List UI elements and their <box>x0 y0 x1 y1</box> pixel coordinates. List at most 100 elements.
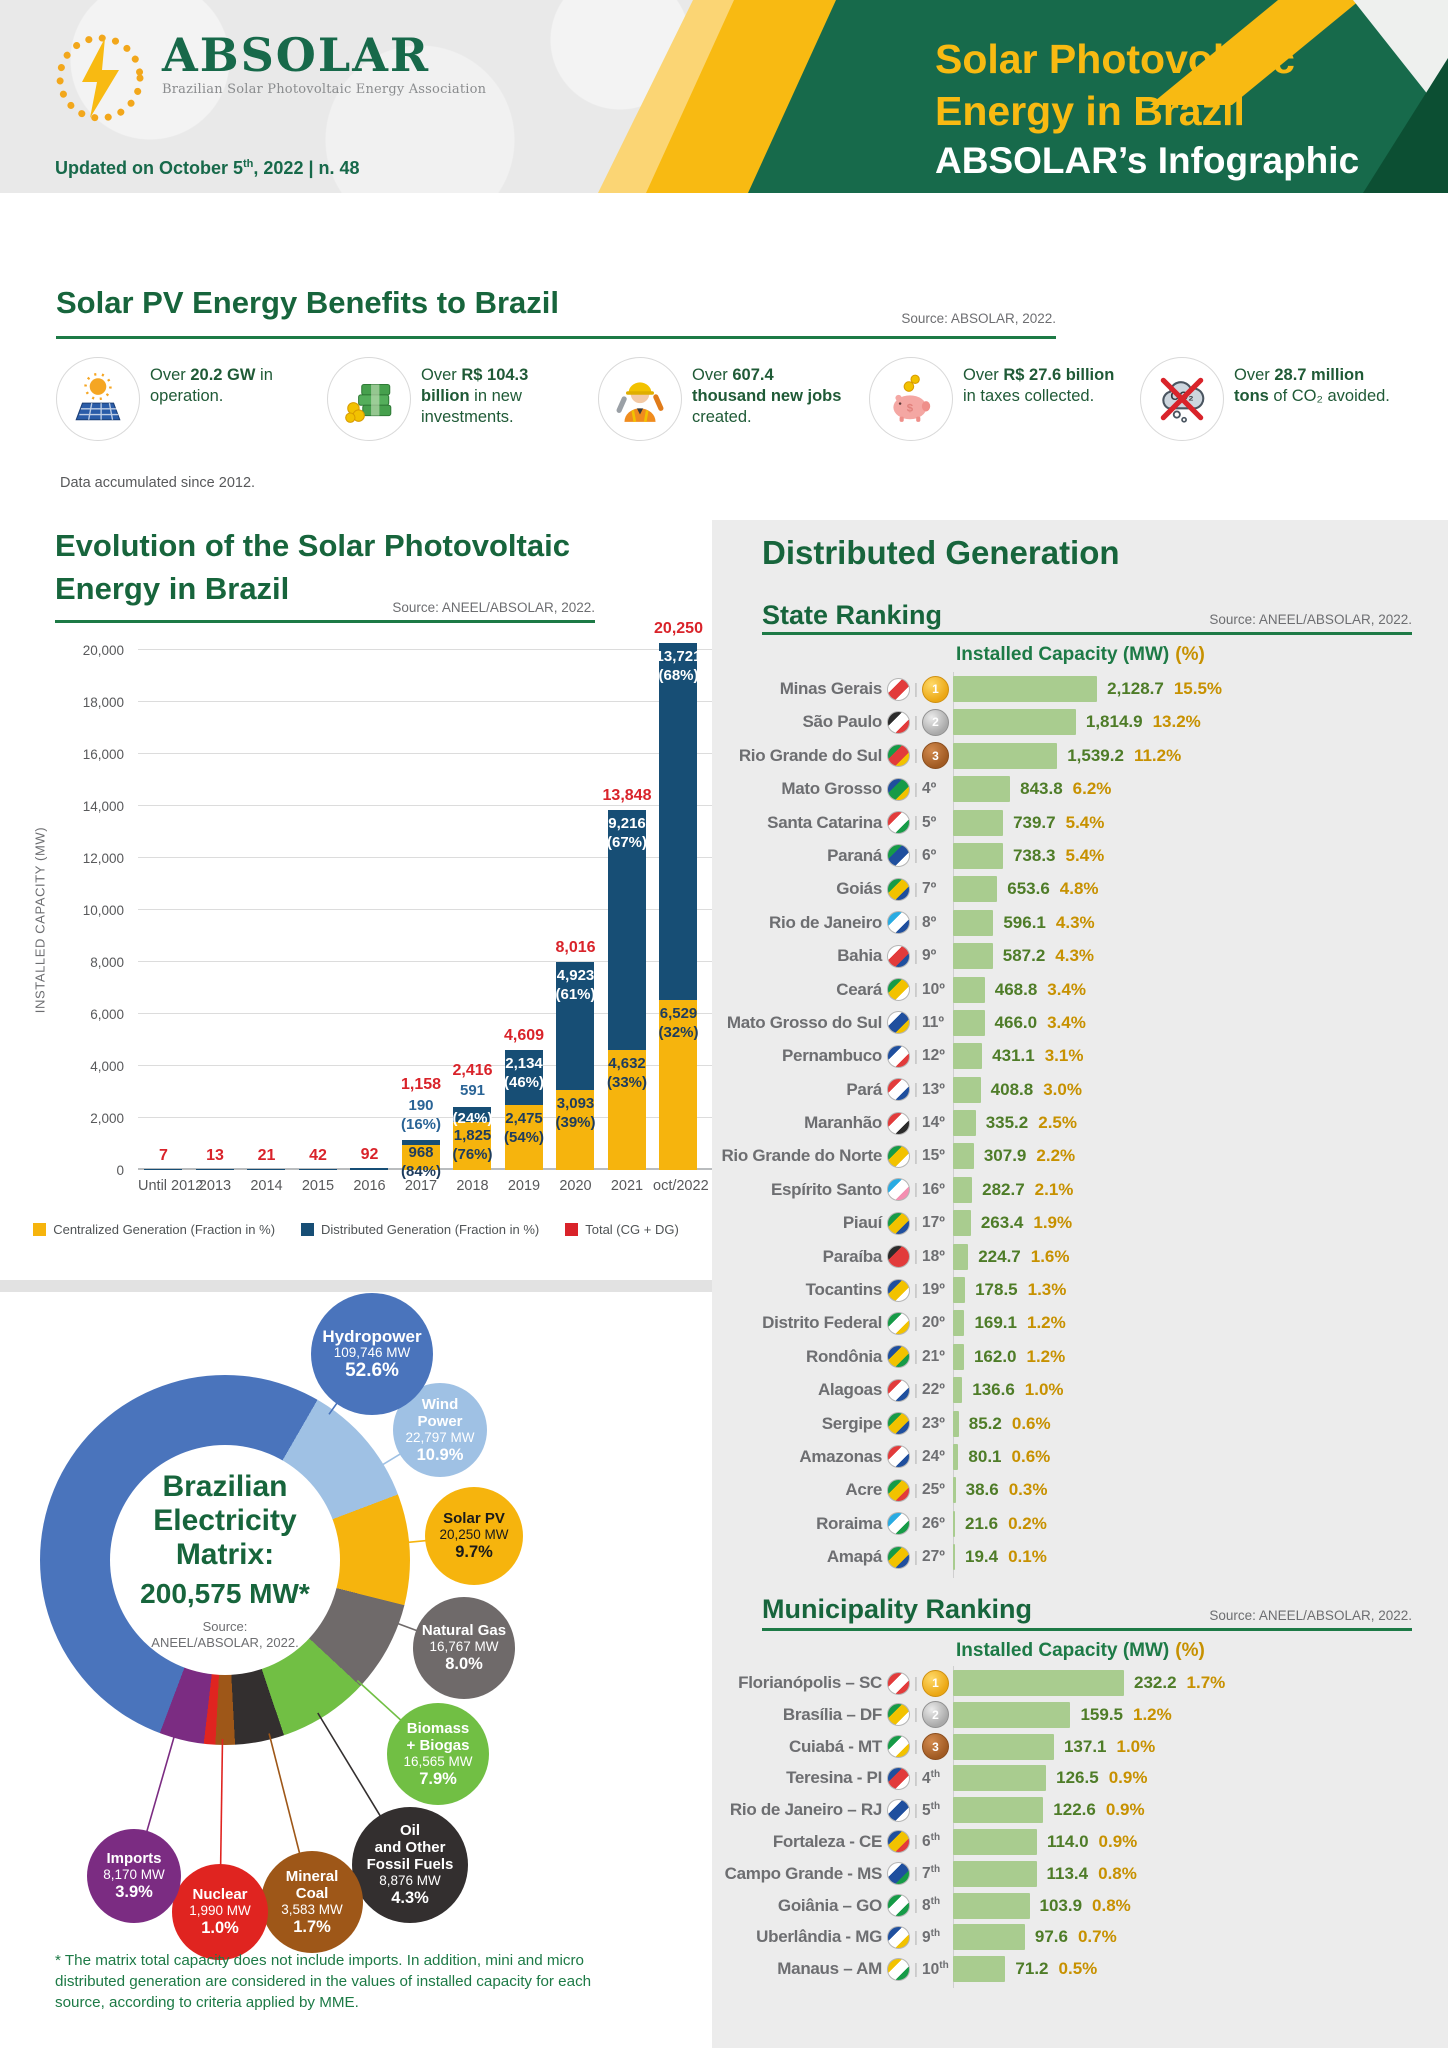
distributed-generation-segment <box>350 1168 388 1170</box>
capacity-percent: 3.4% <box>1047 979 1087 999</box>
bar-slot: 4,609 2,134 (46%) 2,475 (54%) <box>499 620 550 1170</box>
capacity-value: 653.6 <box>1007 879 1050 899</box>
table-row: Florianópolis – SC | 1 232.2 1.7% <box>712 1669 1428 1697</box>
banner: Solar Photovoltaic Energy in Brazil ABSO… <box>935 33 1359 182</box>
bar-cell: 1,539.2 11.2% <box>953 742 1428 769</box>
flag-icon <box>887 811 910 835</box>
x-tick-label: 2018 <box>456 1178 489 1194</box>
capacity-value: 431.1 <box>992 1046 1035 1066</box>
distributed-generation-segment <box>504 1050 543 1105</box>
capacity-bar <box>953 876 998 903</box>
separator: | <box>914 1281 918 1299</box>
capacity-value: 80.1 <box>968 1446 1002 1466</box>
bar-cell: 335.2 2.5% <box>953 1110 1428 1137</box>
logo-tagline: Brazilian Solar Photovoltaic Energy Asso… <box>162 82 487 97</box>
banner-subtitle: ABSOLAR’s Infographic <box>935 140 1360 181</box>
row-rank: 14º <box>922 1114 945 1132</box>
bar-label: 2,134 <box>505 1055 543 1072</box>
benefit-text: Over 607.4 thousand new jobs created. <box>692 357 850 428</box>
benefit-item: $ Over R$ 27.6 billion in taxes collected… <box>869 357 1121 441</box>
capacity-bar <box>953 1043 983 1070</box>
capacity-percent: 0.6% <box>1011 1446 1051 1466</box>
co2-cloud-icon: CO₂ <box>1140 357 1224 441</box>
row-name: Florianópolis – SC <box>738 1673 882 1692</box>
bubble-mw: 20,250 MW <box>439 1527 509 1542</box>
bar-label: (46%) <box>503 1074 545 1091</box>
benefit-post: of CO₂ avoided. <box>1273 387 1390 405</box>
flag-icon <box>887 1512 910 1536</box>
separator: | <box>914 1769 918 1787</box>
capacity-percent: 1.3% <box>1027 1280 1067 1300</box>
table-row: Ceará | 10º 468.8 3.4% <box>712 976 1428 1003</box>
capacity-value: 136.6 <box>972 1380 1015 1400</box>
matrix-bubble-oil-and-other-fossil-fuels: Oil and Other Fossil Fuels 8,876 MW 4.3% <box>352 1807 468 1923</box>
row-rank: 22º <box>922 1381 945 1399</box>
capacity-percent: 2.5% <box>1038 1113 1077 1133</box>
flag-icon <box>887 1144 910 1168</box>
gridline <box>138 753 716 754</box>
municipality-ranking-header: Installed Capacity (MW) (%) <box>956 1640 1205 1662</box>
updated-post: , 2022 | n. 48 <box>253 158 360 178</box>
capacity-percent: 4.3% <box>1055 912 1095 932</box>
capacity-percent: 0.5% <box>1058 1959 1098 1979</box>
flag-icon <box>887 777 910 801</box>
matrix-center-line1: Brazilian <box>162 1469 288 1503</box>
table-row: Campo Grande - MS | 7th 113.4 0.8% <box>712 1860 1428 1887</box>
capacity-bar <box>953 1076 981 1103</box>
gridline <box>138 649 716 650</box>
capacity-percent: 0.9% <box>1108 1768 1148 1788</box>
bubble-name: Imports <box>106 1850 162 1867</box>
x-tick-label: 2015 <box>301 1178 335 1194</box>
bar-label: 3,093 <box>556 1095 595 1112</box>
row-name: Pará <box>846 1079 882 1099</box>
capacity-percent: 0.3% <box>1008 1480 1048 1500</box>
bar-cell: 282.7 2.1% <box>953 1176 1428 1203</box>
separator: | <box>914 1481 918 1499</box>
row-name: Fortaleza - CE <box>772 1831 882 1851</box>
y-tick-label: 20,000 <box>82 643 124 658</box>
capacity-percent: 1.0% <box>1116 1736 1156 1756</box>
capacity-bar <box>953 1110 976 1137</box>
capacity-value: 114.0 <box>1046 1831 1089 1851</box>
capacity-bar <box>953 709 1076 736</box>
evolution-y-axis-label: INSTALLED CAPACITY (MW) <box>32 826 48 1014</box>
capacity-value: 408.8 <box>990 1079 1034 1099</box>
capacity-percent: 4.3% <box>1055 946 1095 966</box>
bar-cell: 122.6 0.9% <box>953 1797 1428 1824</box>
separator: | <box>914 1448 918 1466</box>
bar-cell: 224.7 1.6% <box>953 1243 1428 1270</box>
capacity-bar <box>953 1860 1037 1887</box>
centralized-generation-segment <box>556 1090 594 1170</box>
capacity-value: 468.8 <box>994 979 1038 999</box>
capacity-value: 739.7 <box>1013 812 1056 832</box>
capacity-bar <box>953 1009 985 1036</box>
stacked-bar <box>607 810 646 1170</box>
separator: | <box>914 1014 918 1032</box>
legend-item: Distributed Generation (Fraction in %) <box>301 1222 539 1237</box>
flag-icon <box>887 677 910 701</box>
row-rank: 13º <box>922 1080 945 1098</box>
bar-slot: 8,016 4,923 (61%) 3,093 (39%) <box>550 620 601 1170</box>
connector-line <box>356 1679 404 1723</box>
stacked-bar <box>453 1107 491 1170</box>
matrix-bubble-nuclear: Nuclear 1,990 MW 1.0% <box>172 1864 268 1960</box>
bar-cell: 178.5 1.3% <box>953 1277 1428 1304</box>
bubble-name: Biomass <box>406 1719 470 1737</box>
separator: | <box>914 1548 918 1566</box>
bar-slot: 13,848 9,216 (67%) 4,632 (33%) <box>602 620 653 1170</box>
benefits-note: Data accumulated since 2012. <box>60 475 256 491</box>
evolution-source: Source: ANEEL/ABSOLAR, 2022. <box>392 600 595 615</box>
table-row: Tocantins | 19º 178.5 1.3% <box>712 1277 1428 1304</box>
matrix-bubble-biomass-biogas: Biomass + Biogas 16,565 MW 7.9% <box>387 1703 489 1805</box>
table-row: Bahia | 9º 587.2 4.3% <box>712 943 1428 970</box>
bubble-name: Mineral <box>285 1867 339 1885</box>
bar-label: 2,475 <box>505 1110 543 1127</box>
benefit-post: in new investments. <box>421 387 522 426</box>
gridline <box>138 1065 716 1066</box>
distributed-generation-title: Distributed Generation <box>762 534 1120 571</box>
y-tick-label: 18,000 <box>82 695 124 710</box>
flag-icon <box>887 1111 910 1135</box>
evolution-title-line1: Evolution of the Solar Photovoltaic <box>55 528 570 563</box>
evolution-x-labels: Until 2012 2013 2014 2015 2016 2017 2018 2019 20… <box>138 1178 709 1200</box>
row-rank: 7th <box>922 1864 941 1883</box>
